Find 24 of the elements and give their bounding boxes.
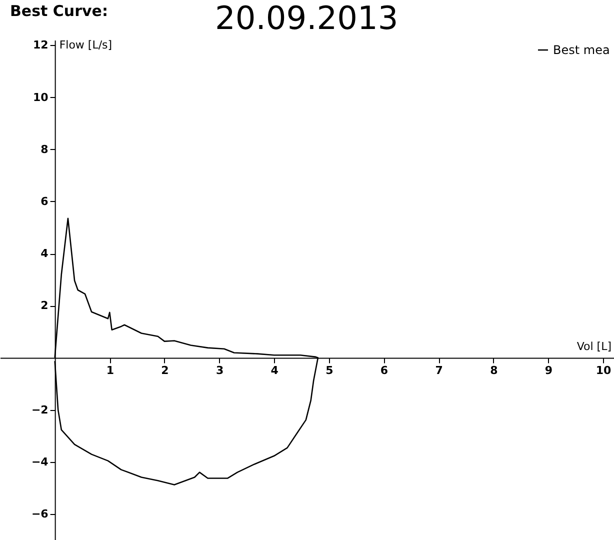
y-axis-title: Flow [L/s] xyxy=(59,38,112,52)
y-tick-label: −2 xyxy=(31,403,48,416)
x-tick-label: 1 xyxy=(106,364,114,378)
y-tick-label: 4 xyxy=(40,247,49,260)
y-tick-label: 2 xyxy=(40,299,48,312)
x-tick-label: 8 xyxy=(490,364,498,378)
x-tick-label: 6 xyxy=(380,364,388,378)
x-tick-label: 7 xyxy=(435,364,443,378)
x-axis-title: Vol [L] xyxy=(576,340,612,354)
x-tick-label: 9 xyxy=(544,364,553,378)
x-tick-label: 3 xyxy=(216,364,224,378)
y-tick-label: −6 xyxy=(31,507,49,520)
y-tick-label: 8 xyxy=(40,142,48,156)
y-tick-label: 6 xyxy=(40,194,49,208)
x-tick-label: 4 xyxy=(270,364,279,378)
y-tick-label: −4 xyxy=(31,455,49,468)
chart-subtitle: 20.09.2013 xyxy=(215,0,398,37)
chart-title: Best Curve: xyxy=(10,2,108,20)
x-tick-label: 2 xyxy=(161,364,169,378)
y-tick-label: 12 xyxy=(33,38,48,52)
y-tick-label: 10 xyxy=(33,90,49,104)
legend-label: Best mea xyxy=(553,43,610,57)
x-tick-label: 10 xyxy=(596,364,612,378)
x-tick-label: 5 xyxy=(326,364,334,378)
